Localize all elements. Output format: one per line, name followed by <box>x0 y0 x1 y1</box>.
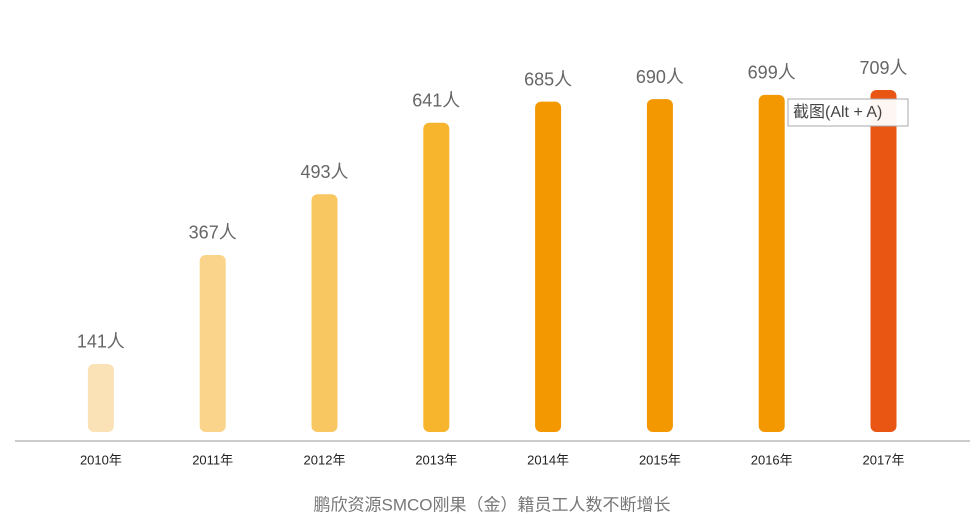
bar <box>870 90 897 432</box>
x-tick-label: 2015年 <box>639 452 681 467</box>
bar <box>646 99 673 432</box>
bar <box>87 363 114 432</box>
tooltip: 截图(Alt + A) <box>793 103 882 121</box>
bar <box>758 94 785 432</box>
value-label: 493人 <box>300 162 348 182</box>
x-tick-label: 2013年 <box>415 452 457 467</box>
x-tick-label: 2017年 <box>863 452 905 467</box>
value-label: 709人 <box>859 58 907 78</box>
x-tick-label: 2010年 <box>80 452 122 467</box>
x-tick-label: 2011年 <box>192 452 233 467</box>
value-label: 685人 <box>524 69 572 89</box>
x-tick-label: 2014年 <box>527 452 569 467</box>
x-tick-label: 2012年 <box>304 452 346 467</box>
bar <box>535 101 562 432</box>
tooltip-box <box>787 98 909 127</box>
bar <box>423 122 450 433</box>
value-label: 641人 <box>412 91 460 111</box>
value-label: 367人 <box>189 223 237 243</box>
bar <box>311 194 338 432</box>
bar <box>199 254 226 432</box>
chart-title: 鹏欣资源SMCO刚果（金）籍员工人数不断增长 <box>314 495 671 514</box>
value-label: 141人 <box>77 332 125 352</box>
value-label: 690人 <box>636 67 684 87</box>
x-tick-label: 2016年 <box>751 452 793 467</box>
value-label: 699人 <box>748 63 796 83</box>
